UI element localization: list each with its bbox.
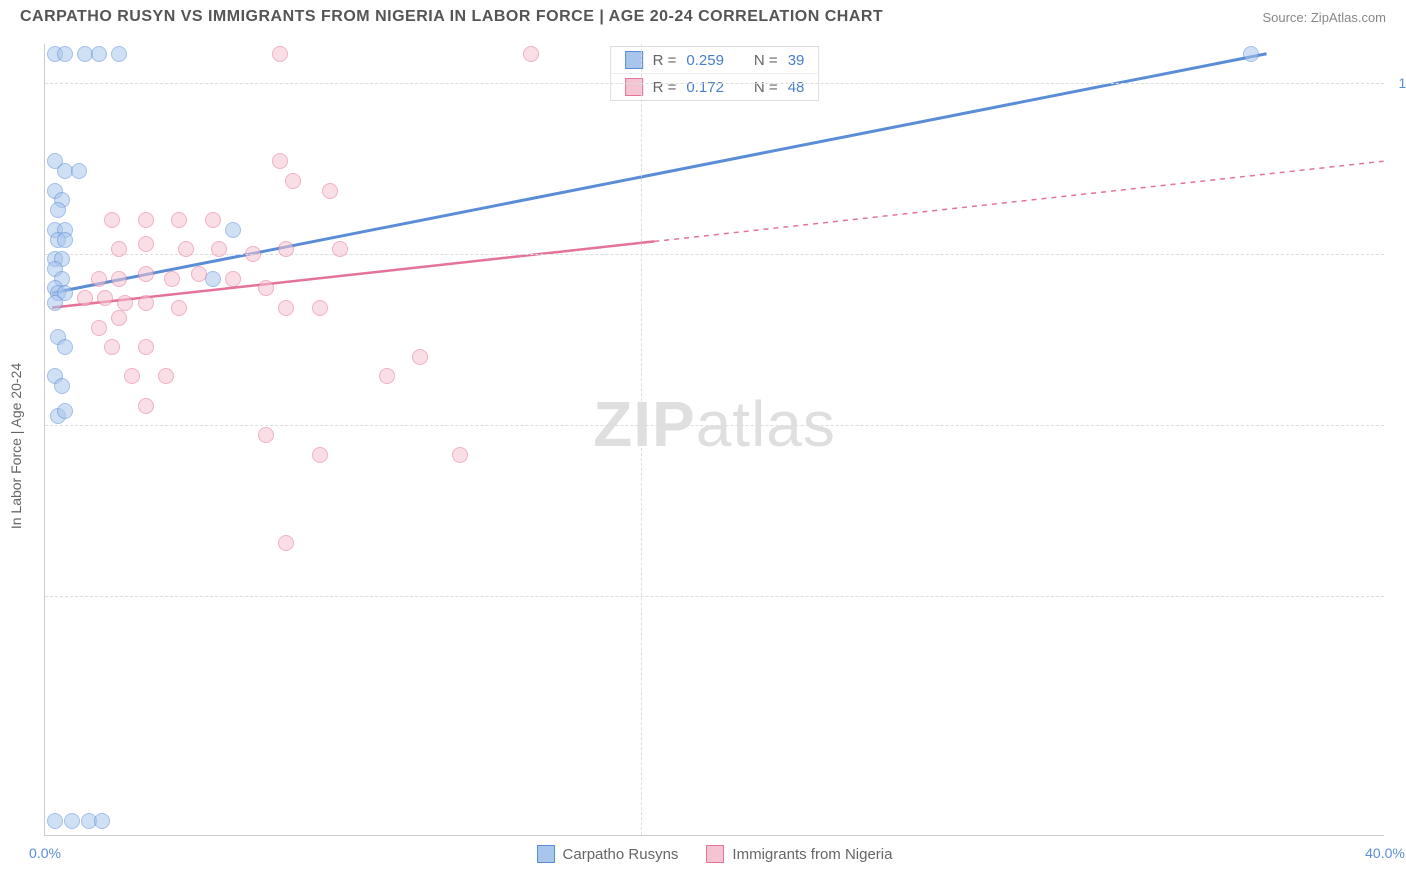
data-point	[57, 339, 73, 355]
x-tick-label: 40.0%	[1365, 845, 1405, 861]
data-point	[312, 447, 328, 463]
r-value: 0.172	[686, 79, 724, 96]
data-point	[278, 241, 294, 257]
data-point	[138, 398, 154, 414]
data-point	[258, 280, 274, 296]
data-point	[71, 163, 87, 179]
data-point	[111, 310, 127, 326]
data-point	[205, 212, 221, 228]
data-point	[111, 241, 127, 257]
data-point	[57, 232, 73, 248]
trendlines-svg	[45, 44, 1384, 835]
chart-header: CARPATHO RUSYN VS IMMIGRANTS FROM NIGERI…	[0, 0, 1406, 30]
legend-swatch	[706, 845, 724, 863]
data-point	[272, 153, 288, 169]
data-point	[278, 300, 294, 316]
y-tick-label: 82.5%	[1390, 246, 1406, 262]
data-point	[64, 813, 80, 829]
data-point	[47, 813, 63, 829]
y-tick-label: 65.0%	[1390, 417, 1406, 433]
data-point	[138, 212, 154, 228]
watermark: ZIPatlas	[593, 387, 836, 461]
data-point	[111, 271, 127, 287]
n-value: 48	[788, 79, 805, 96]
gridline-h	[45, 83, 1384, 84]
data-point	[164, 271, 180, 287]
data-point	[225, 222, 241, 238]
data-point	[50, 202, 66, 218]
data-point	[523, 46, 539, 62]
data-point	[117, 295, 133, 311]
series-legend-item: Carpatho Rusyns	[537, 845, 679, 863]
gridline-h	[45, 425, 1384, 426]
legend-swatch	[625, 51, 643, 69]
data-point	[111, 46, 127, 62]
scatter-chart: ZIPatlas R =0.259N =39R =0.172N =48 Carp…	[44, 44, 1384, 836]
data-point	[138, 339, 154, 355]
data-point	[211, 241, 227, 257]
data-point	[278, 535, 294, 551]
data-point	[191, 266, 207, 282]
data-point	[91, 271, 107, 287]
data-point	[332, 241, 348, 257]
n-label: N =	[754, 79, 778, 96]
r-value: 0.259	[686, 52, 724, 69]
data-point	[379, 368, 395, 384]
data-point	[97, 290, 113, 306]
y-tick-label: 47.5%	[1390, 588, 1406, 604]
data-point	[94, 813, 110, 829]
data-point	[57, 46, 73, 62]
y-tick-label: 100.0%	[1390, 75, 1406, 91]
data-point	[322, 183, 338, 199]
gridline-v	[641, 44, 642, 835]
series-legend-label: Immigrants from Nigeria	[732, 846, 892, 863]
data-point	[178, 241, 194, 257]
x-tick-label: 0.0%	[29, 845, 61, 861]
data-point	[258, 427, 274, 443]
legend-swatch	[625, 78, 643, 96]
data-point	[47, 295, 63, 311]
legend-swatch	[537, 845, 555, 863]
data-point	[124, 368, 140, 384]
data-point	[138, 236, 154, 252]
data-point	[452, 447, 468, 463]
data-point	[158, 368, 174, 384]
data-point	[1243, 46, 1259, 62]
data-point	[225, 271, 241, 287]
data-point	[138, 266, 154, 282]
data-point	[54, 378, 70, 394]
data-point	[285, 173, 301, 189]
data-point	[57, 403, 73, 419]
data-point	[77, 290, 93, 306]
gridline-h	[45, 596, 1384, 597]
data-point	[91, 46, 107, 62]
data-point	[104, 212, 120, 228]
chart-title: CARPATHO RUSYN VS IMMIGRANTS FROM NIGERI…	[20, 8, 883, 26]
series-legend-label: Carpatho Rusyns	[563, 846, 679, 863]
data-point	[171, 300, 187, 316]
source-label: Source: ZipAtlas.com	[1262, 10, 1386, 25]
r-label: R =	[653, 79, 677, 96]
data-point	[138, 295, 154, 311]
data-point	[272, 46, 288, 62]
n-value: 39	[788, 52, 805, 69]
data-point	[171, 212, 187, 228]
series-legend-item: Immigrants from Nigeria	[706, 845, 892, 863]
data-point	[245, 246, 261, 262]
data-point	[312, 300, 328, 316]
data-point	[104, 339, 120, 355]
n-label: N =	[754, 52, 778, 69]
r-label: R =	[653, 52, 677, 69]
data-point	[412, 349, 428, 365]
data-point	[91, 320, 107, 336]
y-axis-title: In Labor Force | Age 20-24	[8, 363, 24, 529]
series-legend: Carpatho Rusyns Immigrants from Nigeria	[537, 845, 893, 863]
